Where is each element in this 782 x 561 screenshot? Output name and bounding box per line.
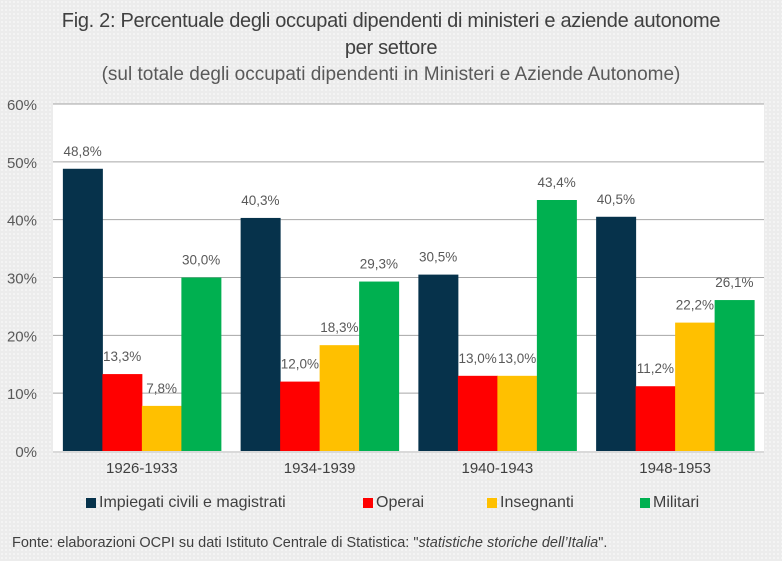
y-tick-label: 20% bbox=[7, 328, 37, 345]
y-axis-tick-labels: 0% 10% 20% 30% 40% 50% 60% bbox=[7, 97, 37, 461]
data-label: 48,8% bbox=[63, 144, 101, 159]
data-label: 7,8% bbox=[146, 381, 177, 396]
data-label: 12,0% bbox=[281, 357, 319, 372]
bars bbox=[62, 168, 755, 452]
y-tick-label: 30% bbox=[7, 271, 37, 288]
bar bbox=[280, 381, 321, 451]
legend-item: Insegnanti bbox=[487, 494, 574, 512]
bar bbox=[319, 345, 360, 451]
data-label: 30,0% bbox=[182, 253, 220, 268]
bar bbox=[675, 322, 716, 451]
data-label: 26,1% bbox=[715, 275, 753, 290]
data-label: 13,0% bbox=[498, 351, 536, 366]
x-tick-label: 1940-1943 bbox=[462, 460, 534, 477]
source-note-italic: statistiche storiche dell’Italia bbox=[418, 535, 599, 551]
source-note-prefix: Fonte: elaborazioni OCPI su dati Istitut… bbox=[12, 535, 419, 551]
data-label: 13,3% bbox=[103, 349, 141, 364]
x-axis-tick-labels: 1926-1933 1934-1939 1940-1943 1948-1953 bbox=[106, 460, 711, 477]
bar bbox=[714, 300, 755, 451]
bar bbox=[181, 277, 222, 451]
data-label: 43,4% bbox=[537, 175, 575, 190]
x-tick-label: 1934-1939 bbox=[284, 460, 356, 477]
bar bbox=[635, 386, 676, 451]
chart-subtitle: (sul totale degli occupati dipendenti in… bbox=[101, 64, 681, 85]
bar bbox=[418, 274, 459, 451]
bar bbox=[141, 405, 182, 451]
bar bbox=[359, 281, 400, 451]
y-tick-label: 0% bbox=[15, 444, 37, 461]
bar bbox=[497, 375, 538, 451]
data-label: 18,3% bbox=[320, 320, 358, 335]
data-label: 30,5% bbox=[419, 250, 457, 265]
data-label: 13,0% bbox=[458, 351, 496, 366]
legend-swatch bbox=[363, 498, 373, 508]
source-note-suffix: ". bbox=[598, 535, 608, 551]
data-label: 40,3% bbox=[241, 193, 279, 208]
legend-item: Militari bbox=[640, 494, 699, 512]
y-tick-label: 10% bbox=[7, 386, 37, 403]
y-tick-label: 50% bbox=[7, 155, 37, 172]
chart-title-line1: Fig. 2: Percentuale degli occupati dipen… bbox=[61, 10, 721, 32]
y-tick-label: 40% bbox=[7, 213, 37, 230]
legend-swatch bbox=[640, 498, 650, 508]
chart-title-line2: per settore bbox=[344, 37, 438, 59]
source-note: Fonte: elaborazioni OCPI su dati Istitut… bbox=[12, 535, 607, 551]
data-label: 29,3% bbox=[360, 257, 398, 272]
legend-label: Impiegati civili e magistrati bbox=[99, 494, 286, 511]
data-label: 11,2% bbox=[637, 361, 674, 376]
x-tick-label: 1926-1933 bbox=[106, 460, 178, 477]
bar bbox=[596, 216, 637, 451]
legend-label: Insegnanti bbox=[500, 494, 574, 511]
legend-item: Impiegati civili e magistrati bbox=[86, 494, 286, 512]
y-tick-label: 60% bbox=[7, 97, 37, 114]
bar bbox=[102, 374, 143, 451]
legend-label: Militari bbox=[653, 494, 700, 511]
data-label: 22,2% bbox=[676, 298, 714, 313]
legend-swatch bbox=[487, 498, 497, 508]
x-tick-label: 1948-1953 bbox=[639, 460, 711, 477]
data-label: 40,5% bbox=[597, 192, 635, 207]
data-labels: 48,8% 13,3% 7,8% 30,0% 40,3% 12,0% 18,3% 29,3% 3… bbox=[63, 144, 753, 396]
legend-swatch bbox=[86, 498, 96, 508]
bar bbox=[536, 200, 577, 451]
bar bbox=[240, 217, 281, 451]
legend-label: Operai bbox=[376, 494, 425, 511]
bar bbox=[62, 168, 103, 452]
bar bbox=[457, 375, 498, 451]
chart-title: Fig. 2: Percentuale degli occupati dipen… bbox=[0, 8, 782, 62]
legend-item: Operai bbox=[363, 494, 424, 512]
